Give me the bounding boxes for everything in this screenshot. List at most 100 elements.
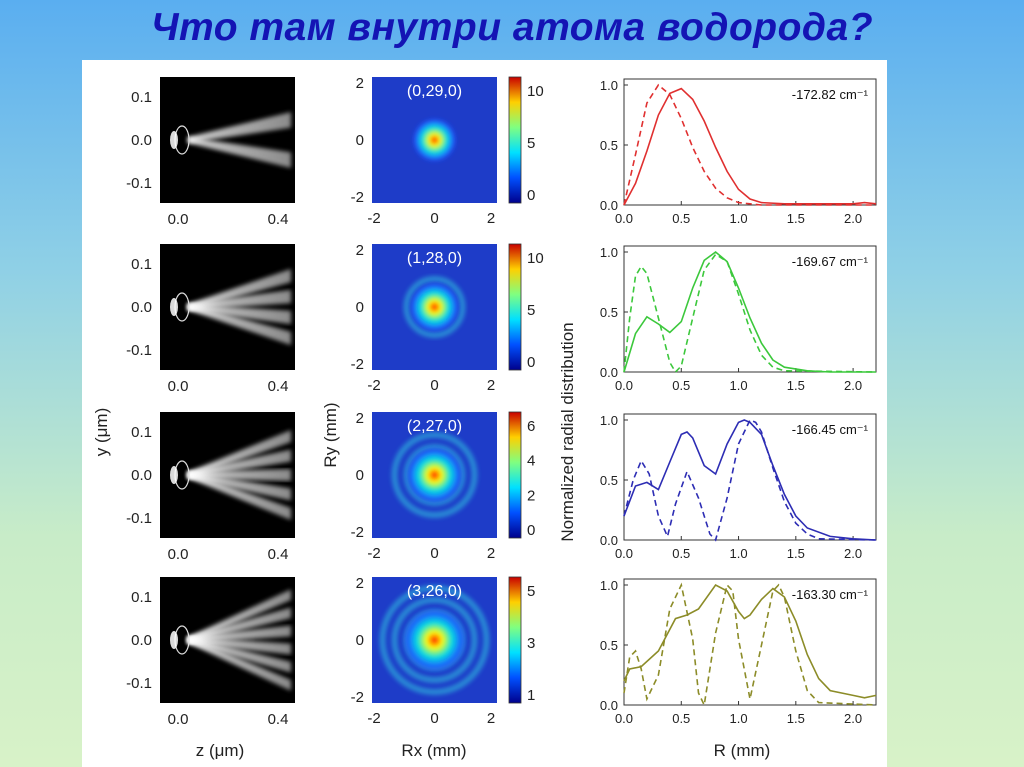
x-tick-label: 0.5 — [672, 546, 690, 561]
y-tick-label: 0.0 — [131, 132, 152, 149]
x-tick-label: 1.0 — [730, 546, 748, 561]
x-tick-label: -2 — [367, 710, 380, 727]
solid-series-line — [623, 250, 876, 373]
detector-spot — [412, 118, 457, 162]
atom-core-shape — [170, 631, 178, 649]
y-tick-label: 2 — [356, 575, 364, 592]
slide-title: Что там внутри атома водорода? — [150, 6, 874, 49]
y-tick-label: 2 — [356, 75, 364, 92]
y-tick-label: 1.0 — [600, 78, 618, 93]
figure-panel: 0.1 0.0 -0.1 0.0 0.4 0.1 0.0 -0.1 0.0 0.4 0.1 0.0 -0… — [82, 60, 887, 767]
trajectory-beam — [188, 637, 291, 655]
colorbar-tick-label: 2 — [527, 487, 535, 504]
detector-panel: (2,27,0) 2 0 -2-2 0 2 6 4 2 0 — [351, 410, 536, 562]
atom-core-shape — [170, 466, 178, 484]
x-tick-label: 0.0 — [168, 378, 189, 395]
detector-spot — [409, 282, 460, 332]
energy-annotation: -172.82 cm⁻¹ — [792, 87, 869, 102]
energy-annotation: -166.45 cm⁻¹ — [792, 422, 869, 437]
state-label: (3,26,0) — [407, 583, 462, 600]
x-tick-label: 0.0 — [168, 546, 189, 563]
dashed-series-line — [623, 582, 877, 708]
y-tick-label: -0.1 — [126, 510, 152, 527]
detector-panel: (3,26,0) 2 0 -2-2 0 2 5 3 1 — [351, 575, 536, 727]
colorbar-tick-label: 5 — [527, 583, 535, 600]
y-tick-label: 0 — [356, 467, 364, 484]
y-tick-label: 0.1 — [131, 424, 152, 441]
y-tick-label: 0.0 — [600, 698, 618, 713]
trajectory-beam — [188, 472, 291, 501]
y-tick-label: -0.1 — [126, 175, 152, 192]
x-tick-label: -2 — [367, 377, 380, 394]
trajectory-beam — [188, 137, 291, 168]
y-tick-label: 1.0 — [600, 413, 618, 428]
y-axis-label: Normalized radial distribution — [558, 322, 577, 541]
x-tick-label: 0.4 — [268, 378, 289, 395]
y-tick-label: -2 — [351, 689, 364, 706]
y-tick-label: -0.1 — [126, 675, 152, 692]
radial-distribution-column: 0.0 0.5 1.0 1.5 2.0 1.0 0.5 0.0 -172.82 cm⁻¹ 0.0 0… — [558, 78, 877, 760]
colorbar-tick-label: 10 — [527, 83, 544, 100]
colorbar-tick-label: 0 — [527, 354, 535, 371]
trajectory-panel: 0.1 0.0 -0.1 0.0 0.4 — [126, 77, 295, 228]
y-tick-label: 0 — [356, 632, 364, 649]
x-tick-label: 1.0 — [730, 711, 748, 726]
trajectory-beam — [188, 607, 291, 643]
colorbar-tick-label: 1 — [527, 687, 535, 704]
x-tick-label: 2.0 — [844, 378, 862, 393]
y-tick-label: 0.0 — [131, 467, 152, 484]
chart-frame — [623, 578, 877, 706]
colorbar-tick-label: 6 — [527, 418, 535, 435]
y-tick-label: 0.0 — [131, 299, 152, 316]
y-tick-label: 0 — [356, 132, 364, 149]
state-label: (2,27,0) — [407, 418, 462, 435]
y-tick-label: 0.0 — [600, 365, 618, 380]
x-tick-label: 0.4 — [268, 546, 289, 563]
x-tick-label: 0.5 — [672, 211, 690, 226]
x-tick-label: 2.0 — [844, 211, 862, 226]
y-tick-label: 0 — [356, 299, 364, 316]
trajectory-panel: 0.1 0.0 -0.1 0.0 0.4 — [126, 412, 295, 563]
x-tick-label: 0.0 — [615, 378, 633, 393]
y-tick-label: 0.5 — [600, 473, 618, 488]
y-tick-label: 2 — [356, 242, 364, 259]
radial-chart: 0.0 0.5 1.0 1.5 2.0 1.0 0.5 0.0 -172.82 cm⁻¹ — [600, 78, 877, 226]
trajectory-beam — [188, 637, 291, 691]
colorbar-tick-label: 5 — [527, 135, 535, 152]
x-tick-label: 0 — [430, 545, 438, 562]
x-tick-label: 0 — [430, 710, 438, 727]
colorbar-tick-label: 0 — [527, 187, 535, 204]
y-tick-label: 0.5 — [600, 638, 618, 653]
x-tick-label: 2.0 — [844, 711, 862, 726]
detector-ring — [379, 585, 490, 695]
state-label: (1,28,0) — [407, 250, 462, 267]
detector-spot — [406, 447, 463, 503]
x-tick-label: 1.5 — [787, 211, 805, 226]
x-tick-label: 0.0 — [168, 211, 189, 228]
radial-chart: 0.0 0.5 1.0 1.5 2.0 1.0 0.5 0.0 -163.30 cm⁻¹ — [600, 578, 877, 726]
trajectory-panel: 0.1 0.0 -0.1 0.0 0.4 — [126, 577, 295, 728]
x-tick-label: 1.0 — [730, 378, 748, 393]
trajectory-panel: 0.1 0.0 -0.1 0.0 0.4 — [126, 244, 295, 395]
x-tick-label: 1.5 — [787, 378, 805, 393]
trajectory-column: 0.1 0.0 -0.1 0.0 0.4 0.1 0.0 -0.1 0.0 0.4 0.1 0.0 -0… — [92, 77, 295, 760]
trajectory-beam — [188, 589, 291, 643]
x-tick-label: -2 — [367, 545, 380, 562]
detector-ring — [391, 432, 478, 518]
y-tick-label: -2 — [351, 524, 364, 541]
colorbar-tick-label: 10 — [527, 250, 544, 267]
radial-chart: 0.0 0.5 1.0 1.5 2.0 1.0 0.5 0.0 -169.67 cm⁻¹ — [600, 245, 877, 393]
x-tick-label: 2 — [487, 545, 495, 562]
trajectory-plot-area — [160, 77, 295, 203]
solid-series-line — [623, 87, 877, 206]
detector-panel: (0,29,0) 2 0 -2-2 0 2 10 5 0 — [351, 75, 544, 227]
x-axis-label: Rx (mm) — [401, 741, 466, 760]
y-axis-label: Ry (mm) — [321, 402, 340, 467]
x-tick-label: -2 — [367, 210, 380, 227]
y-tick-label: 1.0 — [600, 578, 618, 593]
trajectory-beam — [188, 289, 291, 310]
y-tick-label: 1.0 — [600, 245, 618, 260]
y-tick-label: 0.5 — [600, 305, 618, 320]
solid-series-line — [623, 583, 877, 699]
